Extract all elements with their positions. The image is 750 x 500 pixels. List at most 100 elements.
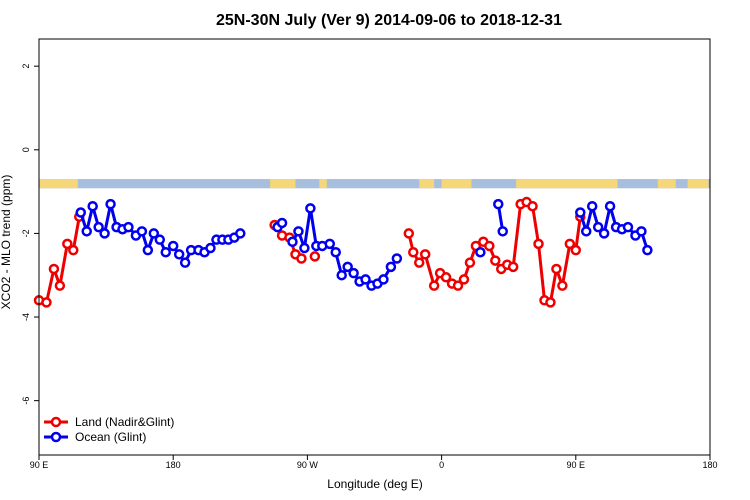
- land-band-3: [419, 179, 435, 189]
- series-0-point-3-2: [413, 257, 425, 268]
- series-1-point-1-1: [276, 217, 288, 229]
- x-axis: 90 E 180 90 W 0 90 E 180: [30, 455, 718, 470]
- series-1-point-0-8: [123, 221, 134, 233]
- series-1-point-2-15: [378, 274, 389, 285]
- series-1-point-2-0: [287, 236, 298, 248]
- series-0-point-3-23: [545, 297, 556, 308]
- series-0-point-2-0: [309, 251, 321, 262]
- series-1-point-5-2: [586, 200, 598, 212]
- legend-land-marker: [50, 416, 62, 428]
- series-1-point-5-3: [592, 221, 604, 233]
- series-1-point-2-2: [299, 242, 310, 254]
- land-ocean-strip: [39, 179, 710, 189]
- x-tick-label-3: 0: [439, 460, 444, 470]
- series-0-point-3-3: [419, 249, 431, 260]
- land-band-6: [657, 179, 676, 189]
- series-1-point-0-0: [75, 207, 87, 218]
- x-tick-label-5: 180: [702, 460, 717, 470]
- series-0-point-0-5: [68, 244, 79, 256]
- series-1-point-0-10: [136, 226, 148, 237]
- series-0-point-3-14: [490, 255, 501, 266]
- x-axis-label: Longitude (deg E): [327, 477, 422, 491]
- legend-ocean-label: Ocean (Glint): [75, 430, 146, 444]
- series-1-point-3-0: [475, 246, 486, 258]
- series-1-point-0-2: [87, 200, 98, 212]
- y-tick-label-1: -4: [21, 313, 31, 321]
- series-1-point-2-17: [391, 253, 403, 264]
- plot-frame: [38, 38, 711, 456]
- legend: Land (Nadir&Glint) Ocean (Glint): [44, 415, 174, 444]
- series-1-point-0-26: [235, 228, 246, 239]
- series-0-point-3-24: [551, 263, 562, 275]
- series-0-point-3-8: [452, 280, 464, 291]
- series-1-point-5-10: [636, 226, 647, 237]
- land-band-1: [270, 179, 296, 189]
- series-0-point-3-6: [440, 272, 452, 283]
- series-1-point-0-3: [93, 221, 104, 233]
- y-tick-label-2: -2: [21, 229, 31, 237]
- series-1-point-2-12: [360, 274, 371, 285]
- series-0-point-3-1: [408, 246, 419, 258]
- series-1-point-5-0: [575, 207, 586, 218]
- series-0-point-3-13: [484, 240, 495, 252]
- series-1-point-0-12: [148, 228, 160, 239]
- series-0-point-3-17: [507, 261, 519, 273]
- series-0-point-0-1: [41, 297, 52, 308]
- x-tick-label-4: 90 E: [567, 460, 586, 470]
- series-0-point-0-3: [54, 280, 66, 291]
- series-1-point-0-16: [173, 249, 185, 260]
- series-1-point-5-11: [642, 244, 653, 256]
- series-1-point-0-21: [205, 242, 216, 254]
- legend-ocean-marker: [50, 431, 62, 443]
- series-0-point-3-20: [527, 200, 538, 212]
- series-1-point-5-8: [622, 221, 634, 233]
- land-band-7: [687, 179, 709, 189]
- y-axis-label: XCO2 - MLO trend (ppm): [0, 175, 13, 310]
- series-0-point-3-10: [464, 257, 476, 268]
- series-1-point-2-3: [305, 203, 316, 214]
- series-1-point-5-4: [598, 228, 610, 239]
- series-1-point-0-11: [142, 244, 154, 256]
- series-1-point-2-6: [324, 238, 336, 250]
- series-1-point-0-14: [160, 246, 171, 258]
- y-axis: -6 -4 -2 0 2: [21, 64, 39, 405]
- x-tick-label-0: 90 E: [30, 460, 49, 470]
- series-layer: [33, 196, 653, 308]
- ocean-band: [39, 179, 710, 189]
- series-1-point-2-1: [293, 226, 304, 237]
- series-0-point-3-26: [564, 238, 576, 250]
- series-0-point-1-4: [296, 253, 307, 264]
- series-0-point-3-25: [557, 280, 568, 291]
- series-0-point-0-2: [48, 263, 60, 275]
- series-1-point-2-7: [330, 246, 341, 258]
- series-1: [75, 198, 653, 291]
- land-band-5: [516, 179, 618, 189]
- x-tick-label-2: 90 W: [297, 460, 319, 470]
- y-tick-label-0: -6: [21, 397, 31, 405]
- series-1-point-0-5: [105, 198, 116, 210]
- series-1-point-2-10: [348, 267, 359, 279]
- series-0-point-3-0: [403, 228, 415, 239]
- land-band-2: [319, 179, 327, 189]
- series-1-point-4-0: [493, 198, 504, 210]
- x-tick-label-1: 180: [166, 460, 181, 470]
- series-1-point-2-9: [342, 261, 353, 273]
- legend-land-label: Land (Nadir&Glint): [75, 415, 174, 429]
- series-0-point-3-9: [458, 274, 470, 285]
- chart-title: 25N-30N July (Ver 9) 2014-09-06 to 2018-…: [216, 12, 562, 29]
- series-1-point-0-17: [179, 257, 191, 268]
- series-1-point-0-13: [154, 234, 166, 245]
- series-1-point-0-1: [81, 226, 92, 237]
- y-tick-label-3: 0: [21, 147, 31, 152]
- series-1-point-5-5: [604, 200, 616, 212]
- series-0-point-3-27: [570, 244, 582, 256]
- series-1-point-2-8: [336, 269, 347, 281]
- y-tick-label-4: 2: [21, 64, 31, 69]
- series-1-point-4-1: [497, 226, 508, 237]
- land-band-0: [39, 179, 78, 189]
- series-0-point-0-4: [62, 238, 73, 250]
- series-0-point-3-21: [533, 238, 544, 250]
- series-0-point-3-4: [428, 280, 440, 291]
- series-1-point-0-15: [167, 240, 179, 252]
